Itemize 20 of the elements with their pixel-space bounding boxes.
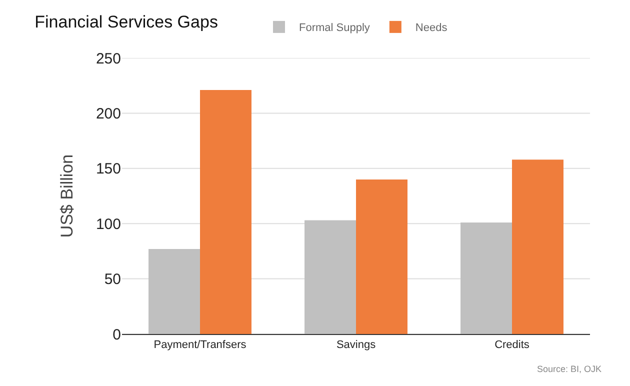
legend-label: Needs <box>415 22 448 34</box>
y-tick-label: 50 <box>104 271 121 288</box>
x-tick-label: Savings <box>336 339 376 352</box>
y-axis-title: US$ Billion <box>58 154 77 238</box>
x-tick-label: Payment/Tranfsers <box>154 339 247 352</box>
bar <box>304 220 356 334</box>
bar <box>148 248 200 334</box>
bar <box>356 179 408 334</box>
y-tick-label: 150 <box>96 160 121 178</box>
y-tick-label: 250 <box>96 50 121 68</box>
y-tick-label: 200 <box>96 105 121 122</box>
y-tick-label: 100 <box>96 216 121 233</box>
legend-label: Formal Supply <box>299 22 370 34</box>
source-note: Source: BI, OJK <box>537 364 602 374</box>
bar <box>512 160 564 334</box>
chart-title: Financial Services Gaps <box>34 12 218 32</box>
y-tick-label: 0 <box>112 326 121 344</box>
bar <box>200 90 252 334</box>
x-tick-label: Credits <box>494 339 530 352</box>
bar <box>460 222 512 334</box>
